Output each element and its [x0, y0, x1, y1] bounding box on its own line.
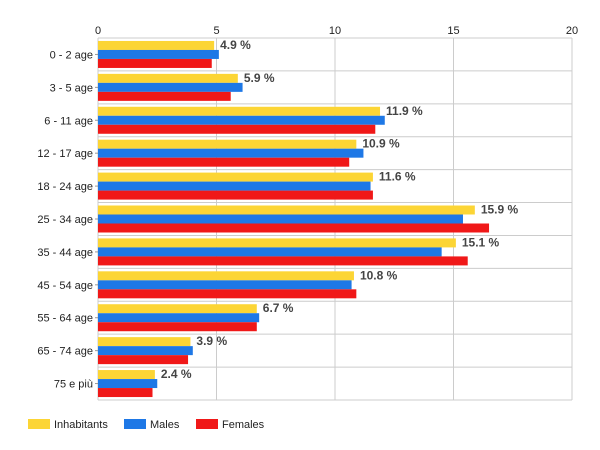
bar-inhabitants — [98, 73, 238, 83]
bar-inhabitants — [98, 304, 257, 314]
bar-inhabitants — [98, 40, 215, 50]
bar-inhabitants — [98, 271, 354, 281]
category-label: 3 - 5 age — [50, 82, 93, 94]
bar-inhabitants — [98, 337, 191, 347]
bar-females — [98, 124, 376, 134]
bar-males — [98, 346, 193, 356]
category-label: 75 e più — [54, 379, 93, 391]
category-label: 0 - 2 age — [50, 49, 93, 61]
legend-swatch-males — [124, 419, 146, 429]
bar-females — [98, 289, 357, 299]
category-label: 25 - 34 age — [37, 214, 93, 226]
bar-females — [98, 355, 189, 365]
bar-males — [98, 115, 385, 125]
category-label: 18 - 24 age — [37, 181, 93, 193]
bar-females — [98, 190, 373, 200]
bar-males — [98, 379, 158, 389]
bar-females — [98, 91, 231, 101]
x-tick-label: 0 — [95, 25, 101, 37]
bar-females — [98, 157, 350, 167]
x-tick-label: 20 — [566, 25, 578, 37]
x-axis-ticks: 0 5 10 15 20 — [95, 25, 578, 37]
data-label: 11.9 % — [386, 104, 423, 118]
bar-males — [98, 247, 442, 257]
category-label: 12 - 17 age — [37, 148, 93, 160]
data-labels: 4.9 % 5.9 % 11.9 % 10.9 % 11.6 % 15.9 % 15.1 %… — [161, 38, 519, 381]
category-label: 35 - 44 age — [37, 247, 93, 259]
bar-females — [98, 58, 212, 68]
data-label: 5.9 % — [244, 71, 275, 85]
data-label: 2.4 % — [161, 367, 192, 381]
bar-females — [98, 388, 153, 398]
bar-males — [98, 49, 219, 59]
bar-inhabitants — [98, 106, 381, 116]
legend-label-females: Females — [222, 419, 265, 431]
bar-males — [98, 280, 352, 290]
bar-males — [98, 82, 243, 92]
x-tick-label: 5 — [213, 25, 219, 37]
data-label: 11.6 % — [379, 170, 416, 184]
y-axis-categories: 0 - 2 age 3 - 5 age 6 - 11 age 12 - 17 age 1… — [37, 49, 98, 391]
data-label: 6.7 % — [263, 301, 294, 315]
bar-inhabitants — [98, 370, 155, 380]
bar-inhabitants — [98, 139, 357, 149]
bar-females — [98, 223, 490, 233]
category-label: 45 - 54 age — [37, 280, 93, 292]
data-label: 4.9 % — [220, 38, 251, 52]
grid-lines — [97, 37, 573, 401]
data-label: 15.9 % — [481, 203, 519, 217]
bar-inhabitants — [98, 172, 373, 182]
legend: Inhabitants Males Females — [28, 419, 265, 431]
bar-males — [98, 313, 260, 323]
data-label: 3.9 % — [196, 334, 227, 348]
legend-swatch-inhabitants — [28, 419, 50, 429]
bar-males — [98, 214, 463, 224]
bar-inhabitants — [98, 238, 456, 248]
category-label: 55 - 64 age — [37, 313, 93, 325]
legend-swatch-females — [196, 419, 218, 429]
bar-males — [98, 181, 371, 191]
bar-females — [98, 256, 468, 266]
category-label: 6 - 11 age — [44, 115, 93, 127]
category-label: 65 - 74 age — [37, 346, 93, 358]
bar-inhabitants — [98, 205, 475, 215]
bar-males — [98, 148, 364, 158]
x-tick-label: 10 — [329, 25, 341, 37]
x-tick-label: 15 — [447, 25, 459, 37]
data-label: 10.8 % — [360, 268, 398, 282]
legend-label-males: Males — [150, 419, 180, 431]
data-label: 10.9 % — [362, 137, 400, 151]
bar-females — [98, 322, 257, 332]
data-label: 15.1 % — [462, 235, 500, 249]
bars — [98, 40, 490, 398]
legend-label-inhabitants: Inhabitants — [54, 419, 108, 431]
